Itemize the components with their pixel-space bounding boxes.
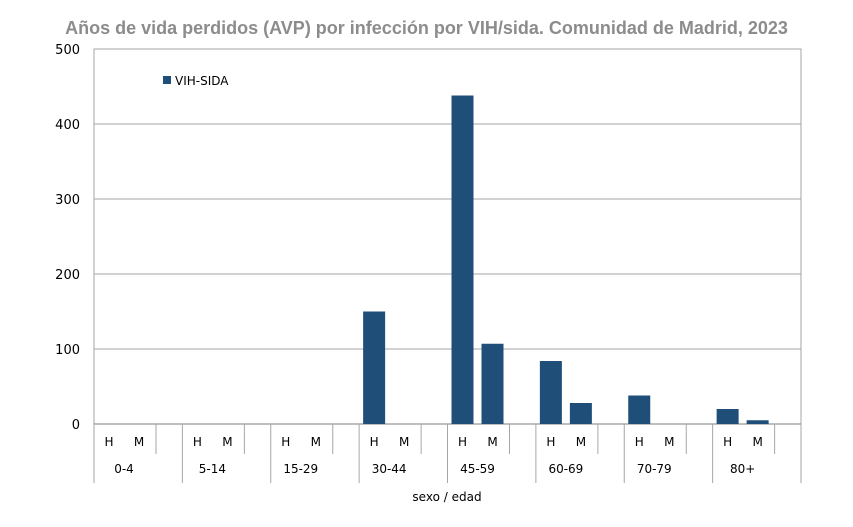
bar — [716, 409, 739, 424]
x-axis-label: sexo / edad — [412, 490, 481, 504]
y-tick-label: 400 — [55, 118, 80, 133]
sex-label: M — [134, 435, 144, 449]
y-tick-label: 300 — [55, 193, 80, 208]
sex-label: H — [458, 435, 467, 449]
legend-label: VIH-SIDA — [175, 74, 229, 88]
bar — [363, 311, 386, 424]
age-group-label: 80+ — [730, 462, 755, 476]
sex-label: H — [723, 435, 732, 449]
y-tick-label: 100 — [55, 343, 80, 358]
bar — [628, 395, 651, 424]
sex-label: M — [311, 435, 321, 449]
sex-label: M — [576, 435, 586, 449]
age-group-label: 30-44 — [372, 462, 407, 476]
y-tick-label: 0 — [72, 418, 80, 433]
y-tick-label: 500 — [55, 43, 80, 58]
age-group-label: 60-69 — [548, 462, 583, 476]
sex-label: M — [222, 435, 232, 449]
sex-label: H — [193, 435, 202, 449]
sex-label: M — [664, 435, 674, 449]
sex-label: M — [487, 435, 497, 449]
sex-label: H — [546, 435, 555, 449]
age-group-label: 70-79 — [637, 462, 672, 476]
gridlines — [93, 48, 802, 425]
sex-label: H — [281, 435, 290, 449]
bar — [481, 343, 504, 424]
x-axis-categories: H M0-4H M5-14H M15-29H M30-44H M45-59H M60-69H… — [93, 424, 802, 483]
bar — [539, 361, 562, 424]
age-group-label: 0-4 — [114, 462, 134, 476]
plot-frame — [93, 48, 802, 425]
y-tick-label: 200 — [55, 268, 80, 283]
legend-swatch — [163, 76, 171, 84]
sex-label: H — [104, 435, 113, 449]
age-group-label: 45-59 — [460, 462, 495, 476]
legend: VIH-SIDA — [163, 74, 229, 88]
sex-label: H — [635, 435, 644, 449]
chart-title: Años de vida perdidos (AVP) por infecció… — [65, 18, 788, 38]
y-axis-ticks: 0 100 200 300 400 500 — [55, 43, 80, 433]
sex-label: M — [399, 435, 409, 449]
age-group-label: 5-14 — [199, 462, 226, 476]
sex-label: M — [752, 435, 762, 449]
bar — [569, 403, 592, 424]
bar — [746, 420, 769, 424]
bars — [363, 95, 769, 424]
bar — [451, 95, 474, 424]
age-group-label: 15-29 — [283, 462, 318, 476]
sex-label: H — [370, 435, 379, 449]
